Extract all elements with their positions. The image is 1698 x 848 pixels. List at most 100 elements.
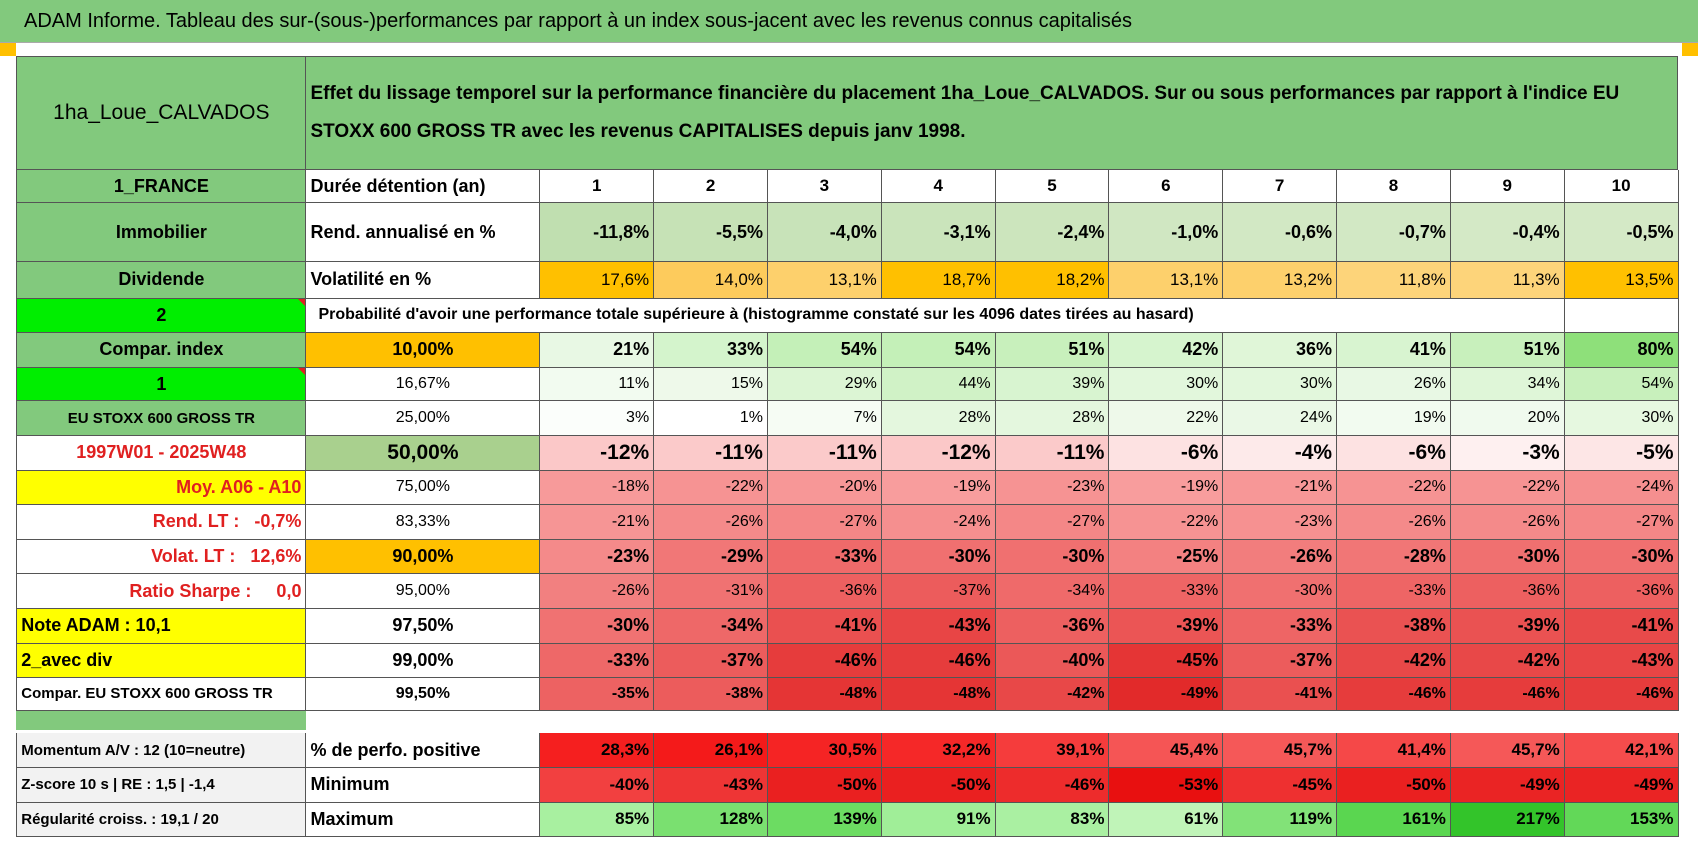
row-name: 16,67% [306,367,541,402]
row-label: 2_avec div [16,643,307,679]
value-cell: -34% [654,608,768,644]
value-cell: -26% [1223,539,1338,575]
value-cell: 85% [540,802,655,838]
value-cell: -36% [995,608,1110,644]
value-cell: -33% [767,539,882,575]
value-cell: -33% [1223,608,1338,644]
row-label: Compar. index [16,333,307,368]
value-cell: -18% [540,470,655,506]
value-cell: 2 [654,169,768,204]
value-cell: 20% [1450,401,1565,436]
value-cell: 128% [654,802,768,838]
value-cell: -49% [1109,678,1224,711]
value-cell: 13,5% [1564,261,1679,299]
value-cell: 39% [995,367,1110,402]
value-cell: -39% [1109,608,1224,644]
separator [16,710,307,731]
row-name: 50,00% [306,435,541,471]
value-cell: -50% [881,767,996,803]
row-label: Compar. EU STOXX 600 GROSS TR [16,678,307,711]
row-name: 99,50% [306,678,541,711]
row-name: Maximum [306,802,541,838]
value-cell: -46% [1337,678,1451,711]
value-cell: -53% [1109,767,1224,803]
value-cell: -38% [1337,608,1451,644]
value-cell: 29% [767,367,882,402]
row-label: Rend. LT : -0,7% [16,505,307,540]
value-cell: 41,4% [1337,733,1451,768]
value-cell: -30% [1450,539,1565,575]
value-cell: -26% [1450,505,1565,540]
value-cell: -0,4% [1450,203,1565,262]
value-cell: -33% [1109,574,1224,609]
value-cell: -46% [1564,678,1679,711]
value-cell: -12% [881,435,996,471]
value-cell: -50% [767,767,882,803]
value-cell: -36% [767,574,882,609]
row-label: Momentum A/V : 12 (10=neutre) [16,733,307,768]
value-cell: -23% [995,470,1110,506]
value-cell: -22% [1450,470,1565,506]
row-name: 95,00% [306,574,541,609]
value-cell: -22% [1337,470,1451,506]
value-cell: 45,7% [1223,733,1338,768]
value-cell: -38% [654,678,768,711]
value-cell: -26% [540,574,655,609]
value-cell: -3,1% [881,203,996,262]
value-cell: 7% [767,401,882,436]
cell [1450,298,1565,334]
row-name: 25,00% [306,401,541,436]
value-cell: 34% [1450,367,1565,402]
value-cell: -12% [540,435,655,471]
row-label: 2 [16,298,307,334]
value-cell: 3 [767,169,882,204]
value-cell: -43% [1564,643,1679,679]
value-cell: -24% [881,505,996,540]
value-cell: 1% [654,401,768,436]
value-cell: -20% [767,470,882,506]
value-cell: -42% [1450,643,1565,679]
value-cell: -0,6% [1223,203,1338,262]
value-cell: -40% [540,767,655,803]
value-cell: 19% [1337,401,1451,436]
value-cell: -26% [1337,505,1451,540]
value-cell: -40% [995,643,1110,679]
value-cell: -27% [1564,505,1679,540]
value-cell: 45,7% [1450,733,1565,768]
value-cell: -30% [881,539,996,575]
row-name: 90,00% [306,539,541,575]
value-cell: 83% [995,802,1110,838]
value-cell: -4,0% [767,203,882,262]
row-label: Régularité croiss. : 19,1 / 20 [16,802,307,838]
marker [0,43,17,57]
row-label: Note ADAM : 10,1 [16,608,307,644]
value-cell: 42,1% [1564,733,1679,768]
row-name: 99,00% [306,643,541,679]
value-cell: -19% [1109,470,1224,506]
value-cell: 5 [995,169,1110,204]
value-cell: 14,0% [654,261,768,299]
value-cell: -49% [1450,767,1565,803]
value-cell: 9 [1450,169,1565,204]
value-cell: -35% [540,678,655,711]
value-cell: 51% [995,333,1110,368]
value-cell: -42% [1337,643,1451,679]
value-cell: 17,6% [540,261,655,299]
value-cell: 22% [1109,401,1224,436]
value-cell: -30% [1564,539,1679,575]
value-cell: -11% [767,435,882,471]
value-cell: -6% [1337,435,1451,471]
value-cell: 21% [540,333,655,368]
value-cell: -49% [1564,767,1679,803]
value-cell: -43% [654,767,768,803]
value-cell: -22% [654,470,768,506]
value-cell: -36% [1450,574,1565,609]
value-cell: 6 [1109,169,1224,204]
value-cell: -4% [1223,435,1338,471]
value-cell: -48% [881,678,996,711]
value-cell: -46% [881,643,996,679]
value-cell: -48% [767,678,882,711]
value-cell: 36% [1223,333,1338,368]
title-bar: ADAM Informe. Tableau des sur-(sous-)per… [0,0,1698,44]
value-cell: 51% [1450,333,1565,368]
